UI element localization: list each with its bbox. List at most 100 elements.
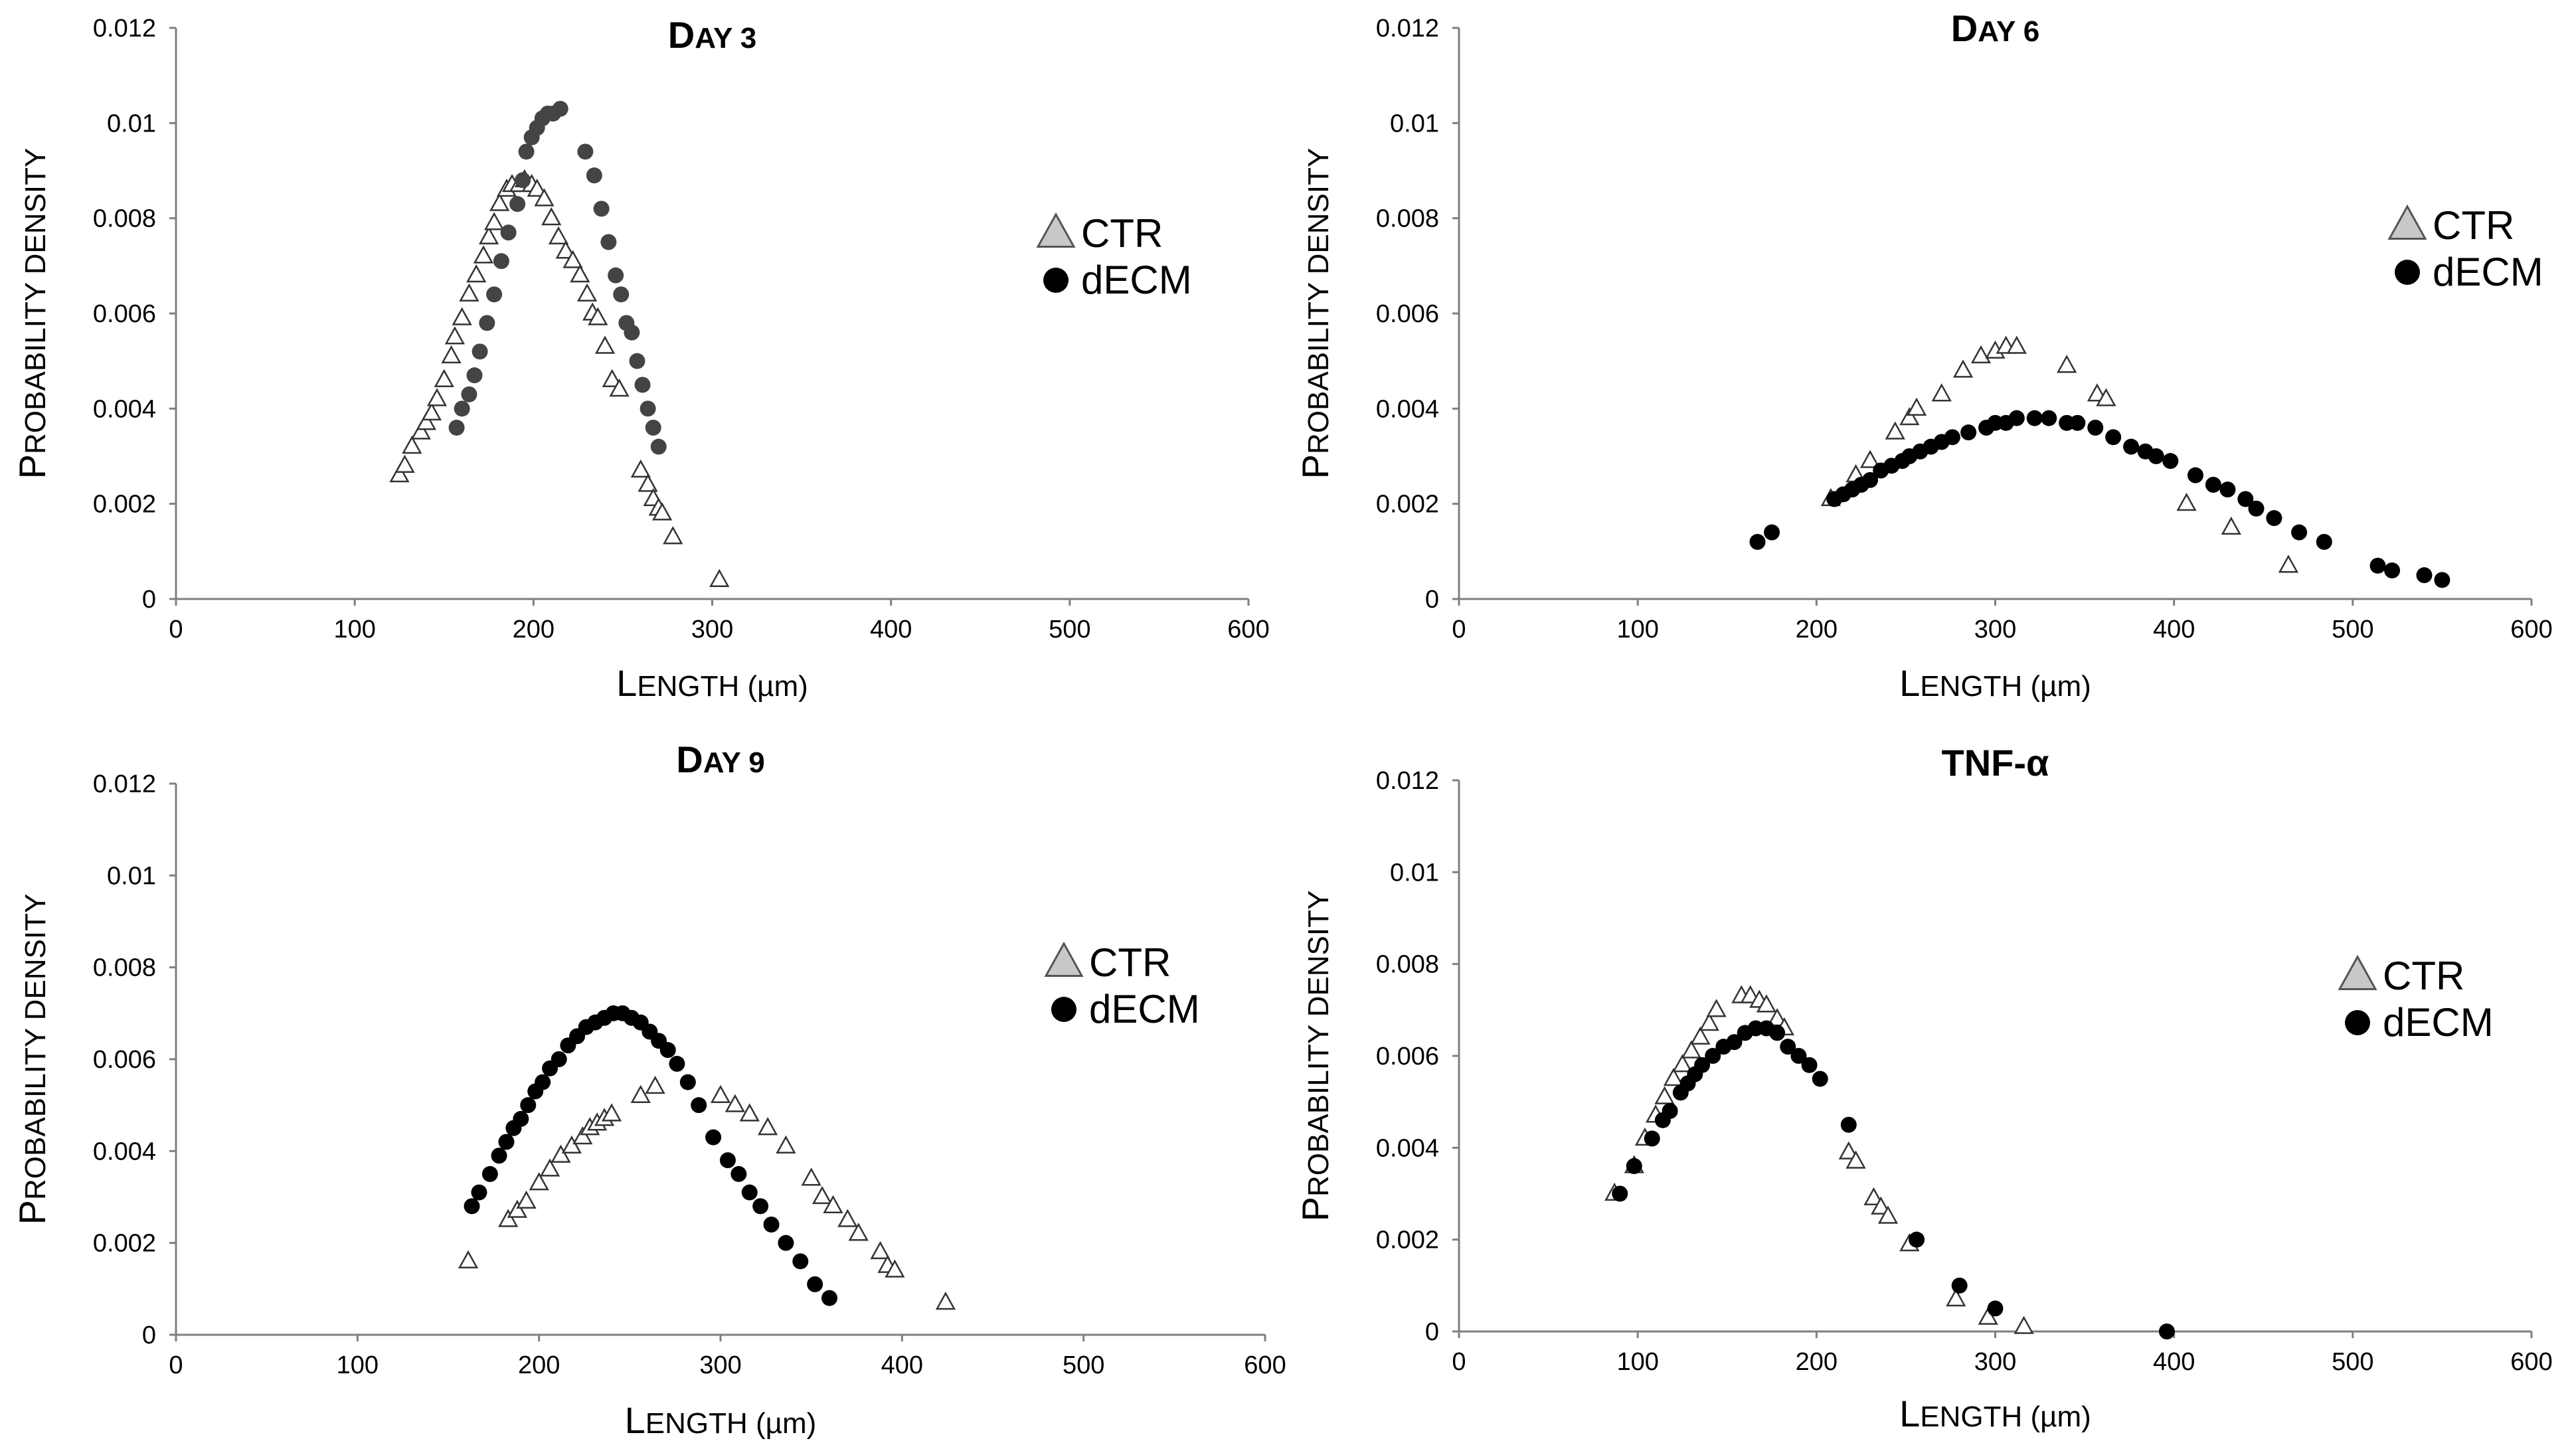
- data-point-ctr: [630, 459, 651, 478]
- data-point-ctr: [2096, 388, 2116, 406]
- data-point-decm: [2384, 562, 2401, 578]
- chart-title-initial: D: [676, 738, 703, 780]
- x-tick-label: 100: [337, 1351, 379, 1379]
- data-point-ctr: [473, 245, 494, 264]
- x-tick-label: 100: [1616, 1348, 1658, 1376]
- y-tick-label: 0.008: [93, 954, 156, 982]
- data-point-decm: [2158, 1323, 2175, 1339]
- data-point-ctr: [416, 412, 436, 430]
- data-point-decm: [2041, 410, 2057, 426]
- data-point-decm: [491, 1148, 507, 1164]
- data-point-decm: [2434, 572, 2450, 588]
- y-tick-label: 0.002: [93, 491, 156, 519]
- x-axis-title: LENGTH (µm): [1899, 1393, 2091, 1434]
- data-point-ctr: [609, 379, 630, 397]
- data-point-decm: [1726, 1034, 1743, 1051]
- data-point-ctr: [452, 307, 472, 325]
- data-point-decm: [2026, 410, 2043, 426]
- chart-panel-4: 0 100 200 300 400 500 600 0 0.002 0.004 0.006 0.008…: [1294, 742, 2553, 1434]
- data-point-decm: [1694, 1057, 1711, 1073]
- data-point-decm: [807, 1276, 823, 1292]
- series-decm: [1612, 1020, 2175, 1339]
- data-point-decm: [730, 1165, 747, 1182]
- legend-label-ctr: CTR: [1081, 211, 1163, 256]
- data-point-ctr: [458, 1250, 479, 1268]
- chart-panel-2: 0 100 200 300 400 500 600 0 0.002 0.004 0.006 0.008…: [1294, 7, 2553, 704]
- y-tick-label: 0.006: [93, 300, 156, 328]
- data-point-ctr: [489, 193, 510, 211]
- y-tick-label: 0.008: [1376, 205, 1439, 233]
- data-point-decm: [1612, 1185, 1628, 1202]
- data-point-decm: [1944, 429, 1960, 446]
- data-point-ctr: [498, 1209, 519, 1227]
- data-point-decm: [1951, 1277, 1968, 1294]
- data-point-decm: [645, 420, 661, 436]
- data-point-decm: [493, 253, 509, 270]
- y-tick-label: 0.002: [93, 1230, 156, 1258]
- data-point-decm: [1801, 1057, 1818, 1073]
- x-tick-label: 200: [1796, 616, 1838, 643]
- data-point-decm: [1626, 1158, 1642, 1174]
- x-tick-label: 500: [2332, 616, 2373, 643]
- legend-marker-decm: [1043, 268, 1069, 293]
- data-point-ctr: [466, 264, 487, 283]
- data-point-ctr: [739, 1103, 760, 1122]
- legend-label-ctr: CTR: [1089, 940, 1171, 985]
- data-point-decm: [1780, 1039, 1796, 1055]
- y-axis-title: PROBABILITY DENSITY: [1294, 148, 1336, 479]
- data-point-decm: [481, 1165, 498, 1182]
- y-tick-label: 0.008: [1376, 951, 1439, 979]
- y-tick-label: 0.002: [1376, 491, 1439, 519]
- series-decm: [1749, 410, 2450, 588]
- legend-marker-ctr: [1036, 212, 1076, 248]
- data-point-ctr: [885, 1259, 905, 1278]
- data-point-decm: [1840, 1116, 1857, 1133]
- data-point-ctr: [709, 568, 730, 587]
- x-tick-label: 300: [1974, 1348, 2016, 1376]
- data-point-ctr: [776, 1135, 796, 1154]
- data-point-ctr: [555, 240, 576, 259]
- legend-label-ctr: CTR: [2383, 954, 2464, 998]
- data-point-decm: [613, 286, 630, 303]
- data-point-decm: [741, 1184, 758, 1201]
- data-point-decm: [466, 367, 483, 384]
- data-point-ctr: [389, 464, 410, 483]
- data-point-decm: [1862, 471, 1879, 488]
- data-point-ctr: [507, 1199, 527, 1218]
- data-point-decm: [792, 1253, 809, 1270]
- legend-marker-decm: [2345, 1010, 2370, 1035]
- y-tick-label: 0.004: [1376, 1134, 1439, 1162]
- data-point-ctr: [1906, 397, 1927, 416]
- data-point-ctr: [1681, 1040, 1702, 1059]
- legend-label-decm: dECM: [2433, 250, 2543, 294]
- data-point-decm: [593, 201, 610, 217]
- data-point-decm: [719, 1152, 736, 1169]
- data-point-ctr: [848, 1223, 869, 1241]
- data-point-decm: [691, 1097, 707, 1114]
- data-point-decm: [778, 1235, 794, 1251]
- data-point-ctr: [1846, 1150, 1866, 1169]
- y-axis-title-rest: ROBABILITY DENSITY: [19, 894, 52, 1200]
- y-tick-label: 0: [142, 1322, 156, 1349]
- data-point-ctr: [870, 1240, 891, 1260]
- x-axis-title-initial: L: [625, 1399, 645, 1441]
- y-tick-label: 0.012: [1376, 767, 1439, 795]
- data-point-ctr: [402, 436, 422, 454]
- data-point-decm: [2008, 410, 2025, 426]
- x-axis-title-rest: ENGTH (µm): [1920, 670, 2091, 703]
- data-point-ctr: [601, 1103, 622, 1122]
- legend-marker-ctr: [1044, 941, 1084, 977]
- x-tick-label: 0: [169, 616, 183, 643]
- x-tick-label: 0: [169, 1351, 183, 1379]
- y-tick-label: 0.008: [93, 205, 156, 233]
- legend-marker-decm: [2395, 260, 2420, 285]
- data-point-decm: [1644, 1130, 1660, 1147]
- data-point-decm: [1812, 1070, 1828, 1087]
- x-axis-title-rest: ENGTH (µm): [1920, 1401, 2091, 1433]
- x-axis-title-rest: ENGTH (µm): [645, 1407, 817, 1440]
- x-tick-label: 300: [691, 616, 733, 643]
- data-point-decm: [520, 1097, 537, 1114]
- data-point-ctr: [2006, 335, 2027, 354]
- series-decm: [464, 1005, 837, 1306]
